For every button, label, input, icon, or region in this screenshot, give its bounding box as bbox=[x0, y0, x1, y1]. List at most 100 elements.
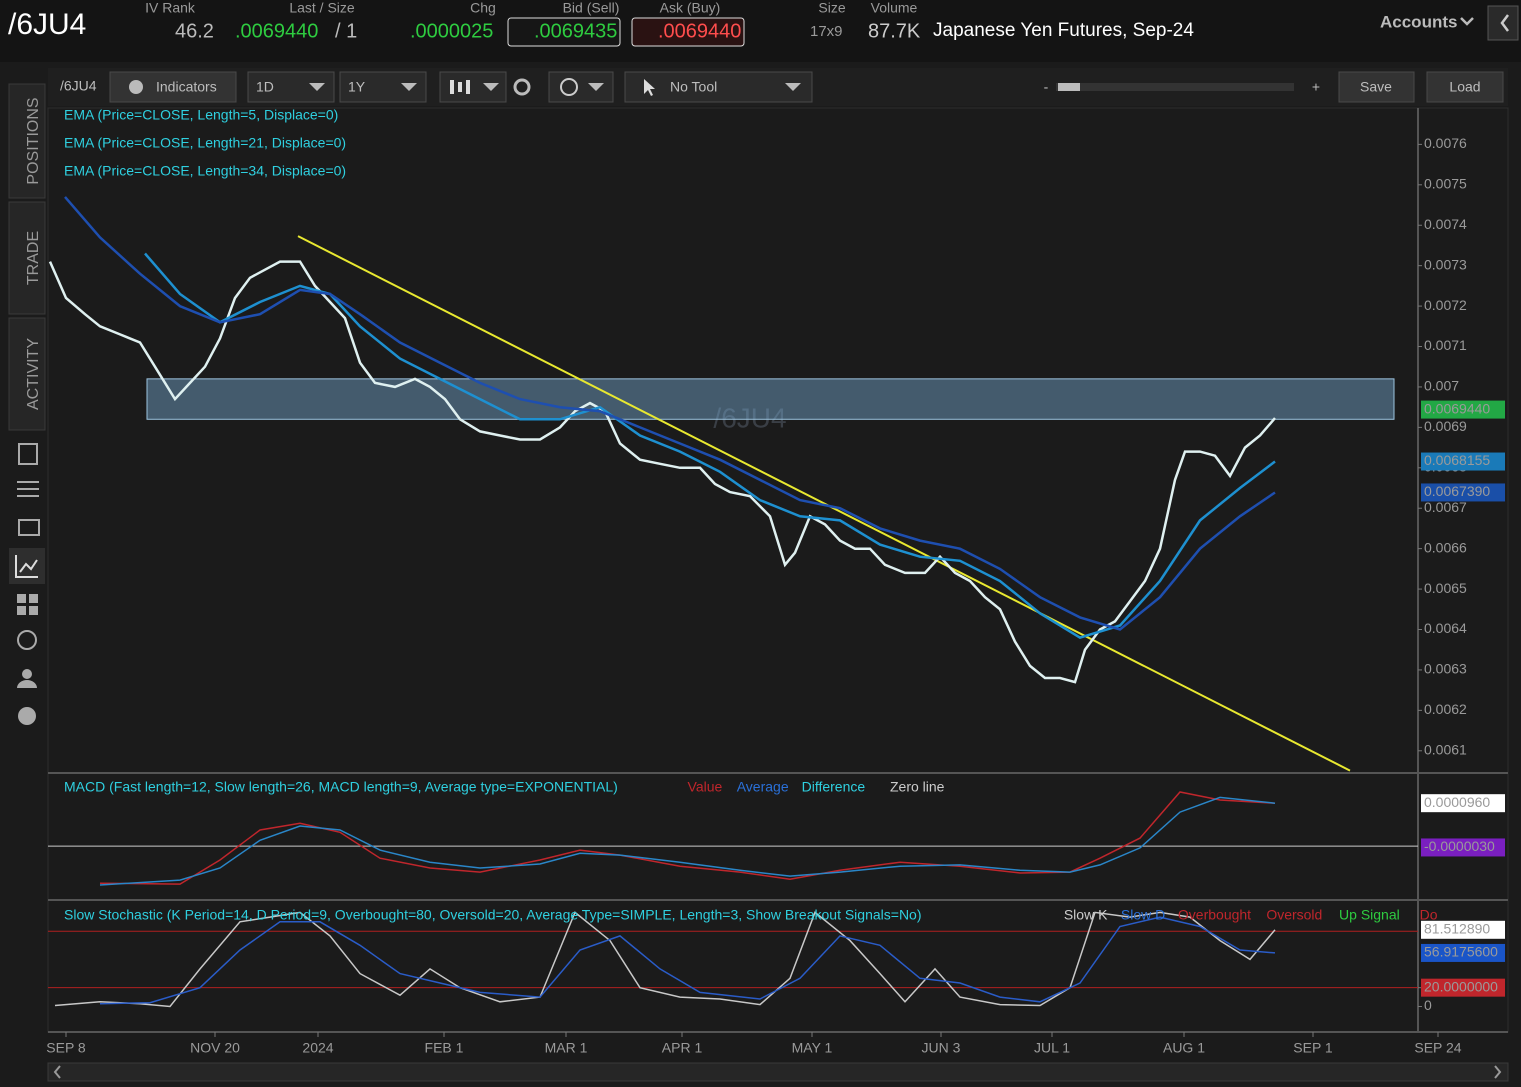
icon bbox=[15, 555, 38, 578]
legend-entry: Up Signal bbox=[1339, 907, 1400, 923]
field-value: .0069440 bbox=[658, 20, 741, 42]
icon[interactable] bbox=[18, 519, 40, 536]
y-tick-label: 0.0063 bbox=[1424, 661, 1467, 677]
x-tick-label: SEP 1 bbox=[1293, 1040, 1333, 1056]
y-tick-label: 0.0073 bbox=[1424, 256, 1467, 272]
series-line bbox=[54, 911, 1276, 1008]
price-label-box bbox=[1421, 400, 1505, 419]
tool-label[interactable]: No Tool bbox=[670, 79, 717, 95]
indicators-label[interactable]: Indicators bbox=[156, 79, 217, 95]
legend-entry: Difference bbox=[802, 779, 866, 795]
legend-entry: Do bbox=[1420, 907, 1438, 923]
tool-dropdown[interactable] bbox=[624, 71, 813, 103]
icon[interactable] bbox=[17, 481, 39, 497]
x-tick-label: JUN 3 bbox=[922, 1040, 961, 1056]
field-label: Chg bbox=[470, 0, 496, 16]
y-tick-label: 0.0076 bbox=[1424, 135, 1467, 151]
y-tick-label: 0.0064 bbox=[1424, 620, 1467, 636]
period-label[interactable]: 1Y bbox=[348, 79, 366, 95]
icon bbox=[17, 606, 26, 615]
x-tick-label: MAY 1 bbox=[792, 1040, 833, 1056]
drawing-dropdown[interactable] bbox=[548, 71, 614, 103]
field-label: Size bbox=[818, 0, 845, 16]
tab-label[interactable]: ACTIVITY bbox=[25, 338, 42, 410]
description: Japanese Yen Futures, Sep-24 bbox=[933, 20, 1194, 41]
x-tick-label: SEP 8 bbox=[46, 1040, 86, 1056]
settings-icon[interactable] bbox=[513, 78, 531, 96]
zoom-thumb[interactable] bbox=[1058, 83, 1080, 91]
price-box[interactable] bbox=[631, 17, 745, 47]
y-tick-label: 0.0066 bbox=[1424, 539, 1467, 555]
save-button[interactable] bbox=[1338, 71, 1415, 103]
price-label-box bbox=[1421, 920, 1505, 939]
tab[interactable] bbox=[8, 317, 46, 431]
y-tick-label: 0.0065 bbox=[1424, 580, 1467, 596]
study-title: MACD (Fast length=12, Slow length=26, MA… bbox=[64, 779, 618, 795]
tab[interactable] bbox=[8, 201, 46, 315]
panel: 0 20.0000000 Slow Stochastic (K Period=14,… bbox=[48, 907, 1505, 1013]
field-label: Ask (Buy) bbox=[660, 0, 721, 16]
field-label: Last / Size bbox=[289, 0, 355, 16]
y-tick-label: 0.0067 bbox=[1424, 499, 1467, 515]
field-value: .0069440 bbox=[235, 20, 318, 42]
chart-type-dropdown[interactable] bbox=[439, 71, 507, 103]
panel: MACD (Fast length=12, Slow length=26, MA… bbox=[48, 779, 1505, 886]
price-label-box bbox=[1421, 943, 1505, 962]
y-tick-label: 0.0071 bbox=[1424, 337, 1467, 353]
field-label: Volume bbox=[871, 0, 918, 16]
x-tick-label: APR 1 bbox=[662, 1040, 703, 1056]
legend-entry: EMA (Price=CLOSE, Length=5, Displace=0) bbox=[64, 107, 338, 123]
zoom-in[interactable]: + bbox=[1312, 79, 1320, 95]
accounts-menu[interactable]: Accounts bbox=[1380, 12, 1457, 31]
load-label[interactable]: Load bbox=[1449, 79, 1480, 95]
dropdown-arrow bbox=[483, 83, 499, 91]
symbol: /6JU4 bbox=[8, 8, 86, 41]
icon[interactable] bbox=[22, 669, 32, 679]
field-value: 46.2 bbox=[175, 20, 214, 42]
toolbar-symbol: /6JU4 bbox=[60, 78, 97, 94]
legend-entry: Zero line bbox=[890, 779, 945, 795]
icon bbox=[560, 78, 578, 96]
legend-entry: Oversold bbox=[1266, 907, 1322, 923]
collapse-icon bbox=[1500, 14, 1509, 32]
study-title: Slow Stochastic (K Period=14, D Period=9… bbox=[64, 907, 922, 923]
y-tick-box bbox=[1421, 978, 1505, 997]
icon bbox=[17, 680, 37, 688]
price-label: -0.0000030 bbox=[1424, 838, 1495, 854]
price-label: 0.0067390 bbox=[1424, 483, 1490, 499]
zoom-track[interactable] bbox=[1056, 83, 1294, 91]
scroll-arrows[interactable] bbox=[53, 1065, 1502, 1079]
icon[interactable] bbox=[18, 443, 38, 465]
y-tick-label: 0.0072 bbox=[1424, 297, 1467, 313]
y-tick-label: 0.0074 bbox=[1424, 216, 1467, 232]
chart-area bbox=[47, 107, 1509, 1033]
price-label-box bbox=[1421, 483, 1505, 502]
icon[interactable] bbox=[17, 594, 26, 603]
sidebar: POSITIONS TRADE ACTIVITY bbox=[8, 83, 46, 725]
y-tick-label: 0.0069 bbox=[1424, 418, 1467, 434]
price-box[interactable] bbox=[507, 17, 621, 47]
zoom-out[interactable]: - bbox=[1044, 79, 1049, 95]
price-label: 0.0068155 bbox=[1424, 452, 1490, 468]
tab-label[interactable]: TRADE bbox=[25, 231, 42, 285]
tab[interactable] bbox=[8, 83, 46, 199]
plot: /6JU4 0.0061 0.0062 0.0063 0.0064 0.0065 0.006… bbox=[46, 107, 1505, 1056]
panel: /6JU4 0.0061 0.0062 0.0063 0.0064 0.0065 0.006… bbox=[46, 107, 1505, 1056]
scrollbar[interactable] bbox=[47, 1062, 1509, 1082]
price-label-box bbox=[1421, 452, 1505, 471]
x-tick-label: FEB 1 bbox=[425, 1040, 464, 1056]
icon[interactable] bbox=[18, 707, 36, 725]
dropdown-arrow bbox=[309, 83, 325, 91]
accounts-arrow[interactable] bbox=[1460, 17, 1474, 26]
zone bbox=[146, 378, 1395, 420]
save-label[interactable]: Save bbox=[1360, 79, 1392, 95]
tab-label[interactable]: POSITIONS bbox=[25, 97, 42, 184]
load-button[interactable] bbox=[1426, 71, 1504, 103]
icon[interactable] bbox=[17, 630, 37, 650]
x-tick-label: 2024 bbox=[302, 1040, 333, 1056]
icon bbox=[29, 594, 38, 603]
watermark: /6JU4 bbox=[713, 402, 786, 433]
aggregation-label[interactable]: 1D bbox=[256, 79, 274, 95]
dropdown-arrow bbox=[785, 83, 801, 91]
series-line bbox=[99, 796, 1276, 886]
